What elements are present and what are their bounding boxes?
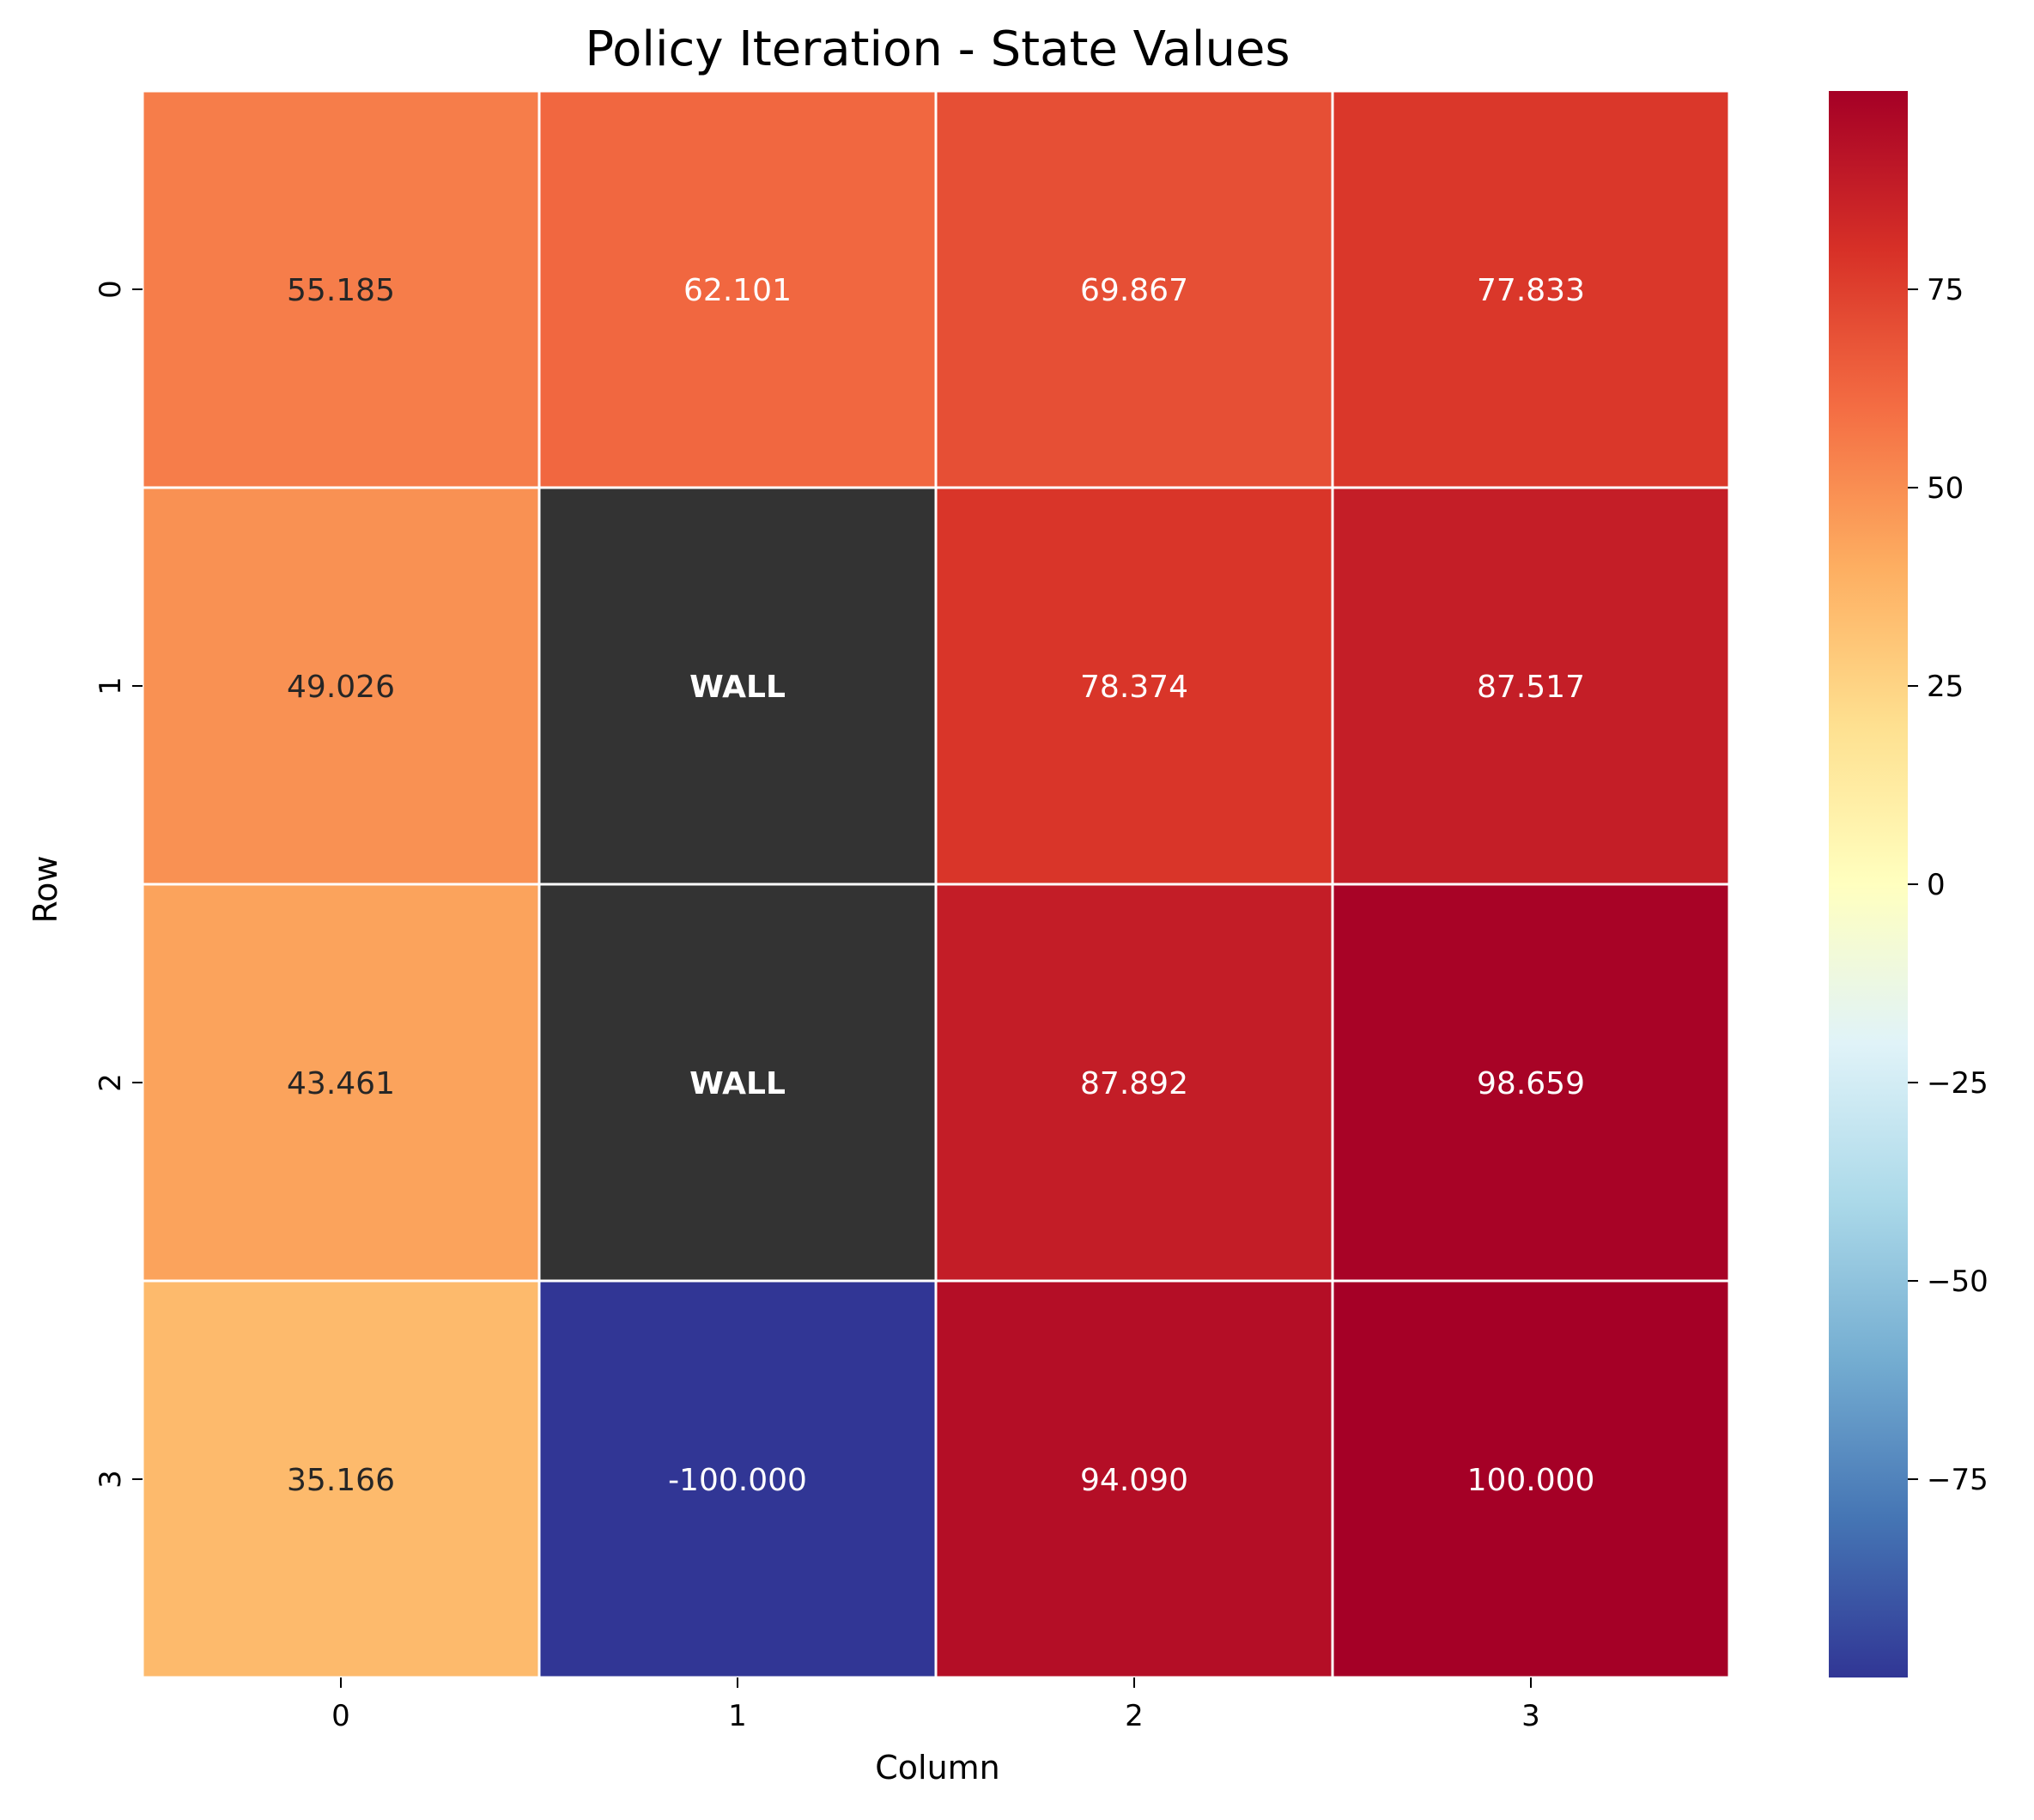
cell-value-label: 78.374 xyxy=(1080,670,1188,705)
x-axis-label: Column xyxy=(875,1749,1000,1787)
cell-value-label: 43.461 xyxy=(287,1066,395,1101)
y-tick-label: 2 xyxy=(94,1073,128,1092)
wall-cell xyxy=(537,486,938,886)
heatmap-cell xyxy=(934,1279,1334,1679)
colorbar-tick-label: 75 xyxy=(1927,273,1964,307)
heatmap-cell xyxy=(141,89,541,489)
cell-value-label: 94.090 xyxy=(1080,1463,1188,1498)
cell-value-label: 69.867 xyxy=(1080,273,1188,308)
colorbar-tick-label: −75 xyxy=(1927,1463,1988,1497)
heatmap-cell xyxy=(537,1279,938,1679)
x-tick-label: 2 xyxy=(1125,1699,1144,1733)
cell-value-label: 77.833 xyxy=(1477,273,1585,308)
cell-value-label: 87.517 xyxy=(1477,670,1585,705)
wall-cell xyxy=(537,883,938,1283)
colorbar-ticks: 75 50 25 0 −25 −50 −75 xyxy=(1908,273,1988,1497)
heatmap-cell xyxy=(1331,883,1731,1283)
colorbar-tick-label: 25 xyxy=(1927,670,1964,704)
y-axis-label: Row xyxy=(27,855,64,923)
colorbar-tick-label: −50 xyxy=(1927,1265,1988,1299)
heatmap-cell xyxy=(934,486,1334,886)
cell-value-label: 55.185 xyxy=(287,273,395,308)
colorbar-tick-label: 50 xyxy=(1927,471,1964,506)
cell-value-label: -100.000 xyxy=(668,1463,807,1498)
wall-label: WALL xyxy=(689,670,786,705)
heatmap-cell xyxy=(537,89,938,489)
x-tick-label: 3 xyxy=(1521,1699,1540,1733)
cell-value-label: 100.000 xyxy=(1467,1463,1595,1498)
y-tick-label: 1 xyxy=(94,676,128,695)
y-tick-label: 3 xyxy=(94,1470,128,1489)
colorbar xyxy=(1829,91,1908,1677)
heatmap-cells: 55.185 62.101 69.867 77.833 49.026 WALL 78.374… xyxy=(141,89,1731,1679)
y-tick-label: 0 xyxy=(94,280,128,299)
heatmap-cell xyxy=(1331,1279,1731,1679)
x-axis: 0 1 2 3 xyxy=(331,1677,1540,1733)
chart-title: Policy Iteration - State Values xyxy=(585,21,1290,77)
cell-value-label: 98.659 xyxy=(1477,1066,1585,1101)
heatmap-cell xyxy=(141,1279,541,1679)
heatmap-cell xyxy=(141,486,541,886)
heatmap-cell xyxy=(934,89,1334,489)
cell-value-label: 35.166 xyxy=(287,1463,395,1498)
y-axis: 0 1 2 3 xyxy=(94,280,143,1489)
x-tick-label: 1 xyxy=(728,1699,747,1733)
cell-value-label: 49.026 xyxy=(287,670,395,705)
heatmap-cell xyxy=(1331,89,1731,489)
heatmap-cell xyxy=(1331,486,1731,886)
cell-value-label: 87.892 xyxy=(1080,1066,1188,1101)
x-tick-label: 0 xyxy=(331,1699,350,1733)
cell-value-label: 62.101 xyxy=(683,273,792,308)
colorbar-tick-label: 0 xyxy=(1927,868,1946,902)
colorbar-tick-label: −25 xyxy=(1927,1066,1988,1101)
wall-label: WALL xyxy=(689,1066,786,1101)
